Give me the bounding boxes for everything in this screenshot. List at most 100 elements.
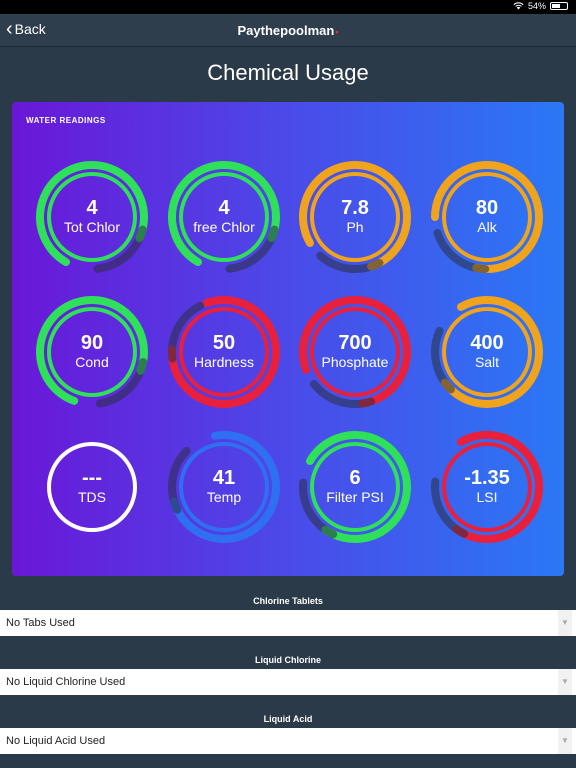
gauge-progress-shadow [95,358,148,408]
gauge-inner-ring [442,442,532,532]
gauge-value: 80 [475,197,499,219]
gauge-tds[interactable]: --- TDS [34,429,150,545]
gauge-label: Tot Chlor [63,219,121,235]
gauge-tot-chlor[interactable]: 4 Tot Chlor [34,159,150,275]
gauge-value: 6 [349,467,361,489]
title-dot: • [335,27,339,37]
gauge-phosphate[interactable]: 700 Phosphate [297,294,413,410]
gauge-progress-arc [440,296,543,408]
gauge-progress-arc [170,431,280,543]
status-indicators: 54% [513,1,568,11]
gauge-value: -1.35 [464,467,510,489]
gauge-cond[interactable]: 90 Cond [34,294,150,410]
gauge-hardness[interactable]: 50 Hardness [166,294,282,410]
gauge-text: 50 Hardness [166,294,282,410]
gauge-text: 4 free Chlor [166,159,282,275]
gauge-label: Ph [346,219,364,235]
gauge-inner-ring [47,172,137,262]
status-bar: 54% [0,0,576,14]
gauge-ring [299,431,411,543]
gauge-progress-shadow [431,326,455,394]
gauge-text: 80 Alk [429,159,545,275]
chevron-down-icon: ▼ [558,669,572,695]
gauge-text: 400 Salt [429,294,545,410]
chevron-down-icon: ▼ [558,728,572,754]
back-button[interactable]: ‹ Back [6,18,46,40]
gauge-lsi[interactable]: -1.35 LSI [429,429,545,545]
gauge-label: Cond [75,354,109,370]
gauge-label: Salt [474,354,500,370]
gauge-progress-arc [452,431,543,543]
gauge-inner-ring [310,172,400,262]
gauge-inner-ring [179,172,269,262]
water-readings-panel: WATER READINGS 4 Tot Chlor 4 free Chlor 7.8 P… [12,102,564,576]
gauge-progress-arc [168,296,280,408]
gauge-alk[interactable]: 80 Alk [429,159,545,275]
gauge-progress-arc [168,161,280,267]
gauge-progress-shadow [431,477,469,538]
gauge-label: Alk [477,219,497,235]
gauge-label: Hardness [194,354,254,370]
gauge-inner-ring [310,307,400,397]
gauge-label: LSI [476,489,498,505]
battery-icon [550,2,568,10]
gauge-progress-shadow [310,380,376,408]
gauges-grid: 4 Tot Chlor 4 free Chlor 7.8 Ph 80 Alk 90 Cond 50 H… [12,102,564,576]
chlorine-tablets-select[interactable]: No Tabs Used ▼ [0,610,576,636]
gauge-progress-shadow [225,225,279,273]
gauge-text: -1.35 LSI [429,429,545,545]
gauge-progress-arc [36,296,148,405]
gauge-progress-shadow [168,301,205,363]
gauge-label: free Chlor [193,219,255,235]
liquid-acid-value: No Liquid Acid Used [6,735,106,747]
gauge-ring [431,431,543,543]
gauge-salt[interactable]: 400 Salt [429,294,545,410]
gauge-progress-arc [431,161,543,273]
app-name: Paythepoolman [237,23,335,38]
liquid-chlorine-value: No Liquid Chlorine Used [6,676,126,688]
gauge-ring [47,442,137,532]
navigation-bar: ‹ Back Paythepoolman• [0,14,576,47]
gauge-filter-psi[interactable]: 6 Filter PSI [297,429,413,545]
gauge-value: 700 [338,332,372,354]
gauge-progress-shadow [299,478,338,539]
gauge-progress-shadow [433,229,490,273]
gauge-label: Filter PSI [326,489,384,505]
gauge-ring [431,296,543,408]
gauge-value: 7.8 [341,197,369,219]
gauge-value: 90 [80,332,104,354]
gauge-text: 90 Cond [34,294,150,410]
battery-fill [552,4,560,8]
back-label: Back [14,21,46,37]
liquid-chlorine-select[interactable]: No Liquid Chlorine Used ▼ [0,669,576,695]
gauge-inner-ring [310,442,400,532]
gauge-inner-ring [442,307,532,397]
gauge-ring [168,296,280,408]
gauge-ring [36,296,148,408]
wifi-icon [513,2,524,10]
chevron-down-icon: ▼ [558,610,572,636]
gauge-inner-ring [179,442,269,532]
chevron-left-icon: ‹ [6,18,13,40]
gauge-progress-shadow [93,225,147,273]
gauge-ring [299,296,411,408]
gauge-label: Temp [206,489,242,505]
gauge-inner-ring [47,442,137,532]
liquid-chlorine-label: Liquid Chlorine [255,655,321,665]
gauge-value: --- [82,467,102,489]
gauge-text: 6 Filter PSI [297,429,413,545]
gauge-value: 4 [218,197,230,219]
gauge-temp[interactable]: 41 Temp [166,429,282,545]
gauge-text: 41 Temp [166,429,282,545]
gauge-progress-shadow [316,251,384,273]
liquid-acid-select[interactable]: No Liquid Acid Used ▼ [0,728,576,754]
gauge-text: 7.8 Ph [297,159,413,275]
gauge-ph[interactable]: 7.8 Ph [297,159,413,275]
gauge-inner-ring [442,172,532,262]
gauge-value: 400 [470,332,504,354]
gauge-text: 700 Phosphate [297,294,413,410]
gauge-progress-arc [305,431,411,543]
chlorine-tablets-label: Chlorine Tablets [253,596,323,606]
gauge-free-chlor[interactable]: 4 free Chlor [166,159,282,275]
gauge-value: 41 [212,467,236,489]
